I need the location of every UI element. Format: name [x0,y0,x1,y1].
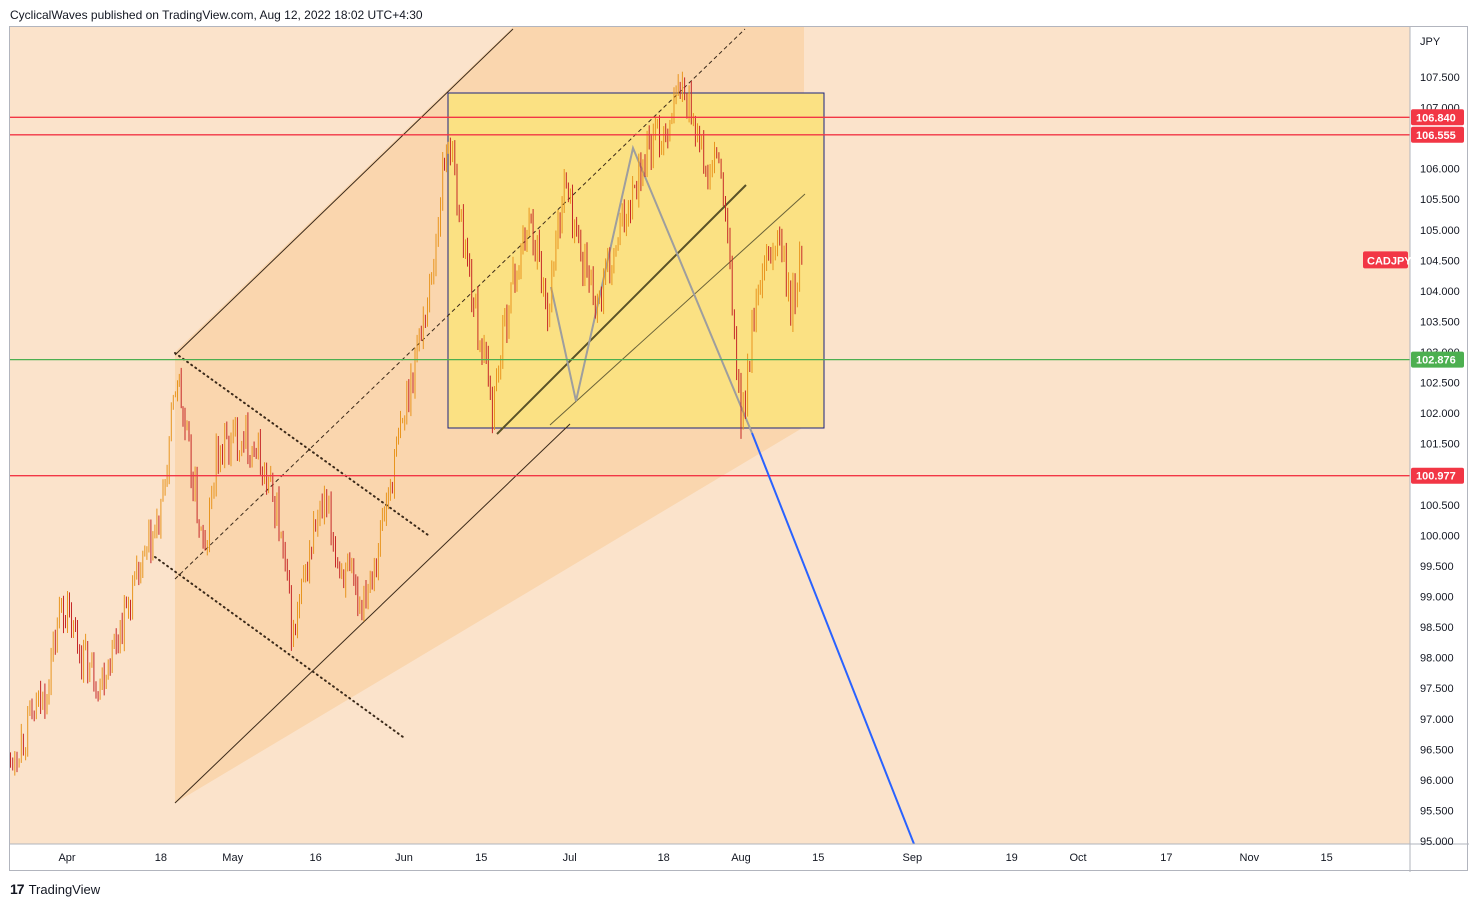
time-axis-tick: 15 [812,852,824,864]
neckline-thin[interactable] [549,193,806,426]
price-axis-tick: 96.500 [1420,744,1454,756]
svg-text:106.840: 106.840 [1416,112,1456,124]
price-axis-tick: 102.500 [1420,378,1460,390]
price-axis-tick: 97.500 [1420,683,1454,695]
time-axis-tick: Oct [1069,852,1086,864]
time-axis-tick: 18 [155,852,167,864]
price-axis-tick: 100.000 [1420,530,1460,542]
channel-lower-line[interactable] [174,423,571,804]
price-axis-tick: 98.500 [1420,622,1454,634]
pattern-zigzag-line[interactable] [550,144,753,434]
tradingview-logo[interactable]: 17 TradingView [10,881,100,897]
time-axis-tick: Aug [731,852,751,864]
time-axis-tick: Apr [58,852,75,864]
price-axis-tick: 95.500 [1420,805,1454,817]
time-axis-tick: 15 [475,852,487,864]
chart-canvas[interactable]: JPY 107.500107.000106.000105.500105.0001… [10,27,1469,872]
svg-text:102.876: 102.876 [1416,355,1456,367]
time-axis-tick: Jun [395,852,413,864]
overlay-layer [10,116,1410,844]
price-level-tag: 100.977 [1411,467,1464,484]
wedge-upper-dotted-line[interactable] [174,352,429,536]
price-level-tag: 102.876 [1411,351,1464,368]
candlestick-series [10,71,803,776]
price-axis-tick: 101.500 [1420,439,1460,451]
svg-text:106.555: 106.555 [1416,130,1456,142]
publish-info: CyclicalWaves published on TradingView.c… [10,8,423,22]
price-axis-tick: 105.500 [1420,194,1460,206]
time-axis-tick: 15 [1320,852,1332,864]
time-axis-tick: Jul [563,852,577,864]
time-axis-tick: May [222,852,243,864]
symbol-tag: CADJPY [1363,251,1412,269]
price-axis-tick: 106.000 [1420,164,1460,176]
channel-mid-dashed-line[interactable] [174,28,746,580]
price-level-tag: 106.840 [1411,109,1464,126]
channel-upper-line[interactable] [174,28,514,356]
price-axis[interactable]: 107.500107.000106.000105.500105.000104.5… [1420,72,1460,848]
chart-pane[interactable]: JPY 107.500 107.000 106.000 105.500 105.000 1… [9,26,1469,872]
price-axis-tick: 102.000 [1420,408,1460,420]
price-axis-tick: 96.000 [1420,775,1454,787]
time-axis-tick: 19 [1006,852,1018,864]
highlight-box[interactable] [447,92,825,429]
wedge-lower-dotted-line[interactable] [154,556,404,738]
price-axis-tick: 100.500 [1420,500,1460,512]
time-axis-tick: 16 [309,852,321,864]
time-axis-tick: Nov [1240,852,1260,864]
neckline-thick[interactable] [496,184,747,435]
currency-label: JPY [1420,36,1441,48]
time-axis-tick: Sep [903,852,923,864]
drawing-layer [154,27,825,804]
price-axis-tick: 105.000 [1420,225,1460,237]
tradingview-logo-text: TradingView [28,881,101,897]
price-axis-tick: 107.500 [1420,72,1460,84]
price-axis-tick: 95.000 [1420,836,1454,848]
tradingview-logo-icon: 17 [10,881,25,897]
price-level-tag: 106.555 [1411,126,1464,143]
price-axis-tick: 99.000 [1420,592,1454,604]
price-axis-tick: 103.500 [1420,317,1460,329]
price-tags: 106.840 106.555 102.876 100.977 CADJPY [1363,109,1464,484]
price-axis-tick: 98.000 [1420,653,1454,665]
svg-text:100.977: 100.977 [1416,471,1456,483]
price-axis-tick: 97.000 [1420,714,1454,726]
price-axis-tick: 104.500 [1420,255,1460,267]
projection-line[interactable] [751,432,915,844]
time-axis-tick: 17 [1160,852,1172,864]
time-axis[interactable]: Apr 18 May 16 Jun 15 Jul 18 Aug 15 Sep 19 Oct 17 Nov 15 [58,852,1332,864]
price-axis-tick: 99.500 [1420,561,1454,573]
svg-text:CADJPY: CADJPY [1367,255,1412,267]
time-axis-tick: 18 [658,852,670,864]
price-axis-tick: 104.000 [1420,286,1460,298]
